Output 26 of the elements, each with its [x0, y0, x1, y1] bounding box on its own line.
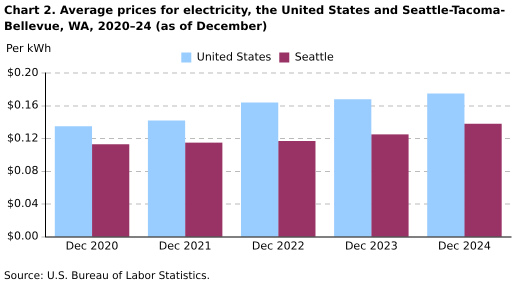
- bar: [185, 142, 222, 236]
- x-tick-label: Dec 2024: [438, 239, 491, 252]
- bar: [148, 120, 186, 236]
- legend-label: United States: [196, 50, 272, 64]
- bar: [464, 124, 502, 236]
- x-tick-label: Dec 2022: [252, 239, 305, 252]
- bar: [334, 99, 372, 236]
- bar: [241, 102, 278, 236]
- source-note: Source: U.S. Bureau of Labor Statistics.: [4, 270, 210, 282]
- bar: [92, 144, 130, 236]
- y-tick-label: $0.20: [6, 66, 38, 79]
- bar: [371, 134, 409, 236]
- x-tick-label: Dec 2023: [344, 239, 398, 252]
- y-tick-label: $0.16: [6, 98, 38, 112]
- chart-title: Chart 2. Average prices for electricity, the United States and Seattle-Tacoma-Bellevue, WA, 2020–24 (as of December): [4, 2, 506, 34]
- y-tick-label: $0.00: [6, 230, 38, 243]
- bar: [427, 93, 464, 236]
- y-axis-title: Per kWh: [6, 42, 52, 55]
- y-tick-label: $0.08: [6, 164, 38, 178]
- y-tick-label: $0.04: [6, 196, 38, 210]
- bar: [278, 140, 316, 236]
- legend-label: Seattle: [294, 50, 334, 64]
- bar: [54, 126, 92, 236]
- x-tick-label: Dec 2020: [66, 239, 118, 252]
- y-tick-label: $0.12: [6, 131, 38, 144]
- x-tick-label: Dec 2021: [158, 239, 212, 252]
